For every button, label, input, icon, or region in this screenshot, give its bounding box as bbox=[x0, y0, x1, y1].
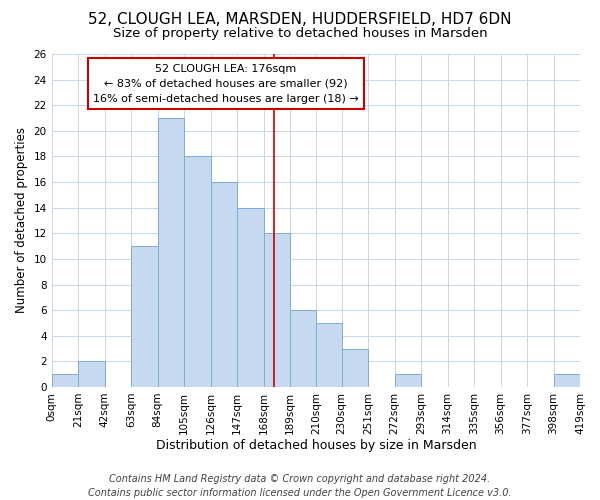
Bar bbox=[554, 374, 580, 387]
Text: 52 CLOUGH LEA: 176sqm
← 83% of detached houses are smaller (92)
16% of semi-deta: 52 CLOUGH LEA: 176sqm ← 83% of detached … bbox=[93, 64, 359, 104]
X-axis label: Distribution of detached houses by size in Marsden: Distribution of detached houses by size … bbox=[155, 440, 476, 452]
Bar bbox=[263, 234, 290, 387]
Bar bbox=[78, 362, 104, 387]
Bar bbox=[290, 310, 316, 387]
Y-axis label: Number of detached properties: Number of detached properties bbox=[15, 128, 28, 314]
Text: Contains HM Land Registry data © Crown copyright and database right 2024.
Contai: Contains HM Land Registry data © Crown c… bbox=[88, 474, 512, 498]
Bar bbox=[237, 208, 263, 387]
Bar bbox=[395, 374, 421, 387]
Bar bbox=[184, 156, 211, 387]
Bar bbox=[52, 374, 78, 387]
Bar bbox=[211, 182, 237, 387]
Bar bbox=[158, 118, 184, 387]
Bar bbox=[341, 348, 368, 387]
Text: Size of property relative to detached houses in Marsden: Size of property relative to detached ho… bbox=[113, 28, 487, 40]
Bar bbox=[316, 323, 341, 387]
Bar bbox=[131, 246, 158, 387]
Text: 52, CLOUGH LEA, MARSDEN, HUDDERSFIELD, HD7 6DN: 52, CLOUGH LEA, MARSDEN, HUDDERSFIELD, H… bbox=[88, 12, 512, 28]
